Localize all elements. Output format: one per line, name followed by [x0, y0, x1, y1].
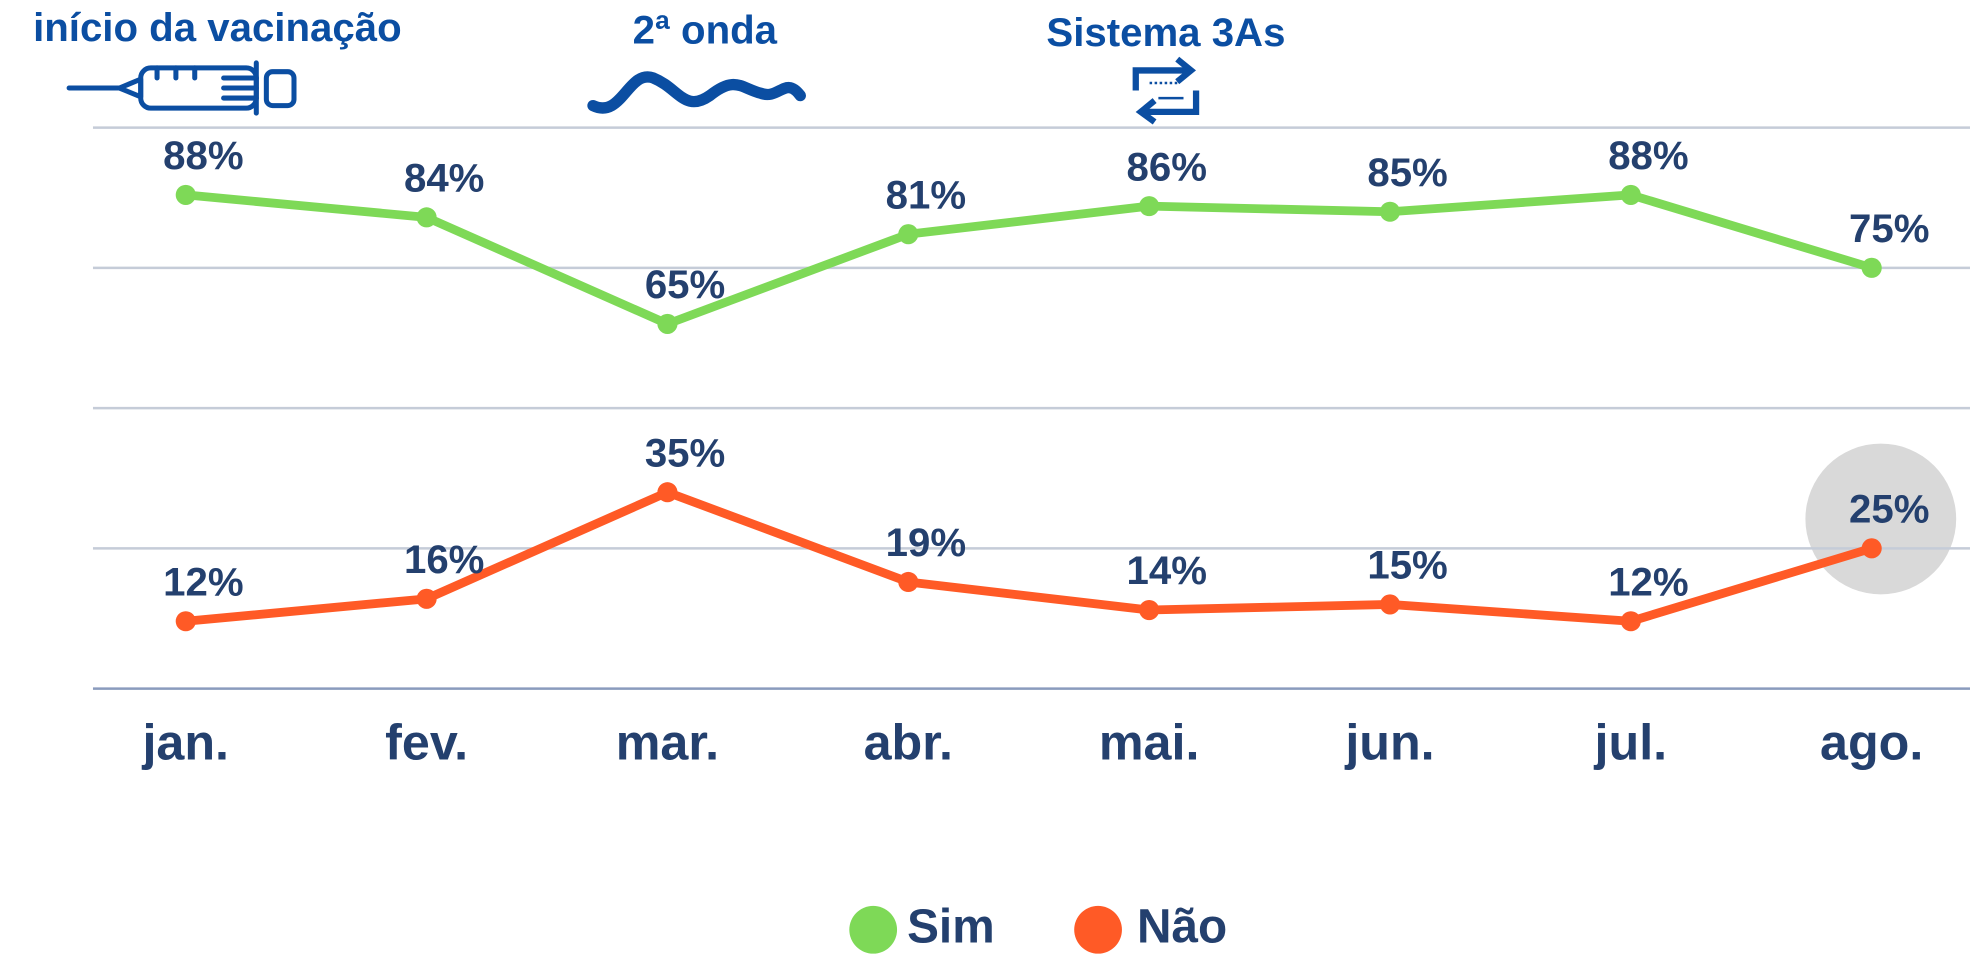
data-label: 65% [645, 262, 725, 307]
point [898, 571, 919, 593]
wave-icon [587, 71, 806, 114]
data-label: 75% [1849, 206, 1929, 251]
data-label: 86% [1127, 144, 1207, 189]
data-label: 85% [1367, 150, 1447, 195]
point [1620, 611, 1641, 632]
legend-label: Não [1137, 900, 1227, 953]
refresh-icon [1132, 56, 1200, 125]
data-label: 12% [163, 559, 243, 604]
point [1620, 184, 1641, 205]
legend-marker [1074, 905, 1122, 954]
x-tick-label: jun. [1344, 715, 1434, 771]
x-tick-label: ago. [1820, 715, 1923, 771]
line [185, 487, 1873, 626]
line [185, 190, 1873, 329]
data-label: 88% [1608, 133, 1688, 178]
point [898, 224, 919, 245]
x-tick-label: fev. [385, 715, 468, 771]
data-label: 25% [1849, 487, 1929, 532]
point [1861, 538, 1882, 559]
x-tick-label: mar. [616, 715, 719, 771]
point [175, 184, 196, 205]
x-tick-label: jan. [141, 715, 229, 771]
annotation: 2ª onda [633, 7, 778, 52]
data-label: 88% [163, 133, 243, 178]
point [175, 611, 196, 632]
syringe-icon [66, 60, 297, 116]
data-label: 14% [1127, 548, 1207, 593]
point [1379, 201, 1401, 222]
x-tick-label: jul. [1594, 715, 1668, 771]
data-label: 16% [404, 537, 484, 582]
data-label: 15% [1367, 543, 1447, 588]
legend-label: Sim [907, 900, 995, 953]
data-label: 35% [645, 430, 725, 475]
point [1861, 257, 1882, 278]
point [1139, 196, 1160, 217]
point [657, 313, 678, 334]
point [1379, 594, 1401, 615]
x-tick-label: abr. [864, 715, 953, 771]
point [416, 588, 437, 609]
data-label: 84% [404, 156, 484, 201]
point [657, 482, 678, 503]
annotation: início da vacinação [33, 5, 402, 50]
x-tick-label: mai. [1099, 715, 1200, 771]
data-label: 19% [886, 520, 966, 565]
legend-marker [849, 905, 898, 954]
point [416, 207, 437, 228]
point [1139, 599, 1160, 621]
annotation: Sistema 3As [1046, 10, 1285, 55]
data-label: 12% [1608, 559, 1688, 604]
data-label: 81% [886, 172, 966, 217]
